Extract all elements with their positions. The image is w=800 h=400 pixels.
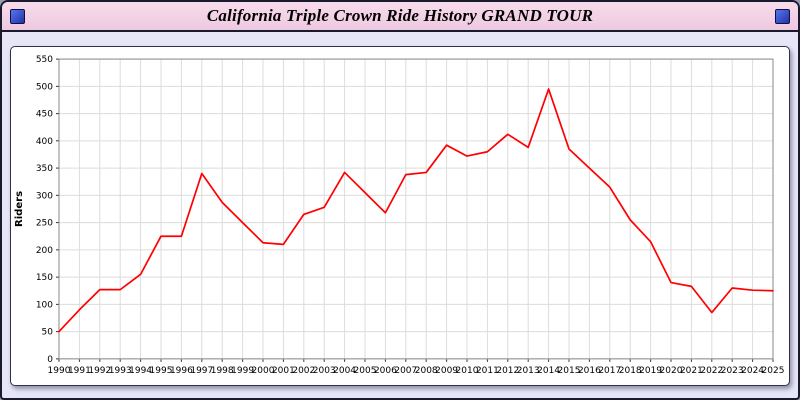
svg-text:2017: 2017	[598, 366, 621, 376]
svg-text:1995: 1995	[150, 366, 173, 376]
svg-text:2008: 2008	[415, 366, 438, 376]
svg-text:2018: 2018	[619, 366, 642, 376]
svg-text:2011: 2011	[476, 366, 499, 376]
svg-text:450: 450	[36, 110, 53, 120]
svg-text:350: 350	[36, 164, 53, 174]
svg-text:2023: 2023	[721, 366, 744, 376]
page-title: California Triple Crown Ride History GRA…	[206, 6, 594, 25]
svg-text:250: 250	[36, 219, 53, 229]
svg-text:150: 150	[36, 273, 53, 283]
svg-text:2004: 2004	[333, 366, 356, 376]
svg-text:2000: 2000	[252, 366, 275, 376]
svg-text:550: 550	[36, 55, 53, 65]
svg-text:2022: 2022	[700, 366, 723, 376]
svg-text:Riders: Riders	[14, 191, 25, 227]
svg-text:2020: 2020	[660, 366, 683, 376]
ride-history-line-chart: 1990199119921993199419951996199719981999…	[14, 55, 785, 376]
blue-square-right-icon	[775, 8, 790, 24]
svg-text:1997: 1997	[190, 366, 213, 376]
svg-text:2014: 2014	[537, 366, 560, 376]
svg-text:2001: 2001	[272, 366, 295, 376]
svg-text:1994: 1994	[129, 366, 152, 376]
svg-text:1991: 1991	[68, 366, 91, 376]
svg-text:0: 0	[47, 355, 53, 365]
svg-text:2005: 2005	[354, 366, 377, 376]
svg-text:2002: 2002	[292, 366, 315, 376]
svg-text:50: 50	[42, 328, 54, 338]
svg-text:2013: 2013	[517, 366, 540, 376]
svg-text:2003: 2003	[313, 366, 336, 376]
title-bar: California Triple Crown Ride History GRA…	[2, 2, 798, 32]
svg-text:1998: 1998	[211, 366, 234, 376]
svg-text:1992: 1992	[88, 366, 111, 376]
svg-text:2009: 2009	[435, 366, 458, 376]
svg-text:200: 200	[36, 246, 53, 256]
svg-text:2007: 2007	[394, 366, 417, 376]
svg-text:2006: 2006	[374, 366, 397, 376]
svg-text:2021: 2021	[680, 366, 703, 376]
svg-text:1996: 1996	[170, 366, 193, 376]
svg-text:2025: 2025	[762, 366, 785, 376]
svg-text:100: 100	[36, 300, 53, 310]
svg-text:2010: 2010	[456, 366, 479, 376]
blue-square-left-icon	[10, 8, 25, 24]
svg-text:2012: 2012	[496, 366, 519, 376]
svg-text:1993: 1993	[109, 366, 132, 376]
svg-text:2019: 2019	[639, 366, 662, 376]
svg-text:2024: 2024	[741, 366, 764, 376]
svg-text:1999: 1999	[231, 366, 254, 376]
svg-text:300: 300	[36, 191, 53, 201]
svg-text:500: 500	[36, 82, 53, 92]
svg-text:2015: 2015	[558, 366, 581, 376]
svg-text:1990: 1990	[48, 366, 71, 376]
svg-text:400: 400	[36, 137, 53, 147]
svg-text:2016: 2016	[578, 366, 601, 376]
chart-panel: 1990 1991 1992 1993 1994 1995 1996 1997 1998 1999…	[10, 46, 790, 386]
